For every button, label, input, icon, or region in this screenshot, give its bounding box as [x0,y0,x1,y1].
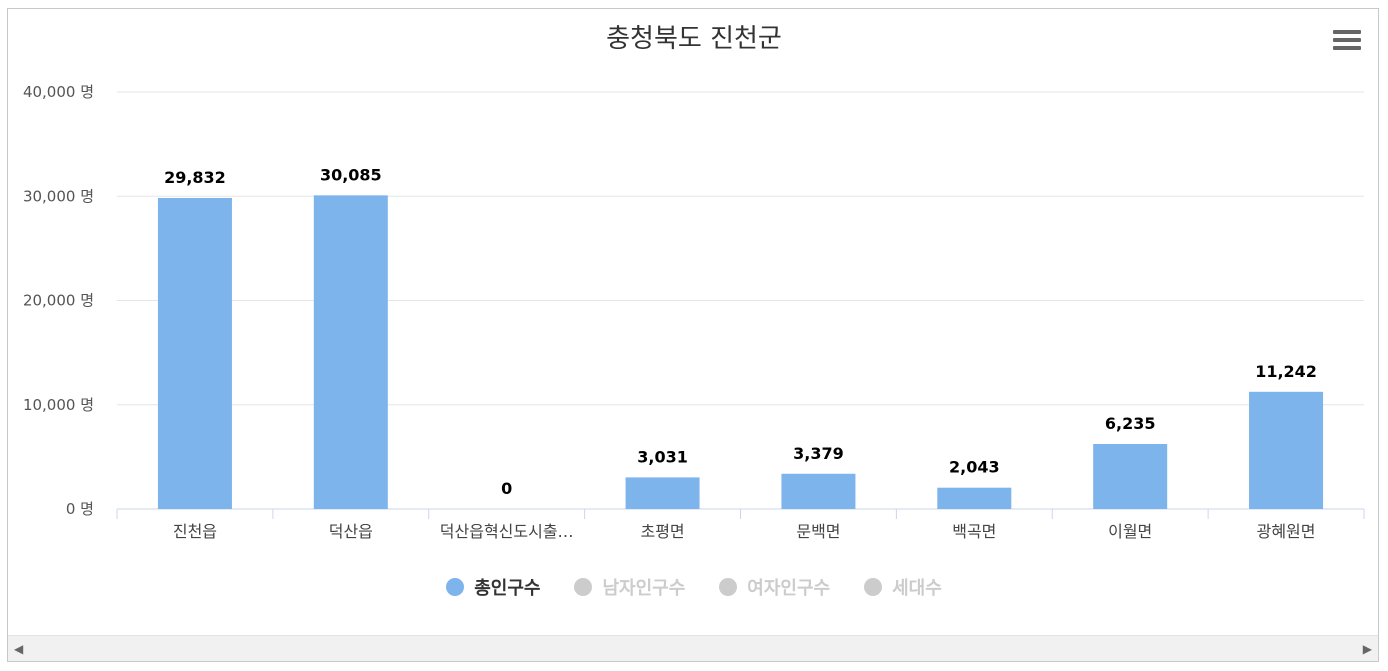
legend-marker [446,578,465,596]
legend-label: 남자인구수 [602,578,686,599]
bar[interactable] [625,477,700,509]
x-tick-label: 문백면 [796,522,840,541]
legend-marker [719,578,738,596]
x-tick-label: 덕산읍혁신도시출… [440,522,574,541]
bar[interactable] [313,195,388,509]
chart-container [7,8,1379,662]
menu-bar [1333,30,1361,34]
menu-bar [1333,38,1361,42]
data-label: 3,031 [637,447,688,466]
bar[interactable] [1249,391,1324,509]
legend-label: 여자인구수 [747,578,831,599]
x-tick-label: 광혜원면 [1257,522,1316,541]
x-tick-label: 백곡면 [952,522,996,541]
bar[interactable] [781,473,856,509]
x-tick-label: 진천읍 [173,522,217,541]
y-tick-label: 0 명 [66,500,94,518]
chart-title: 충청북도 진천군 [606,24,782,54]
bar[interactable] [937,487,1012,509]
y-tick-label: 20,000 명 [23,292,94,310]
hamburger-menu-icon[interactable] [1333,30,1361,56]
horizontal-scrollbar[interactable]: ◀ ▶ [8,635,1378,661]
legend-label: 총인구수 [474,578,541,599]
legend-item[interactable]: 여자인구수 [719,574,830,600]
legend-marker [574,578,593,596]
data-label: 2,043 [949,458,1000,477]
y-tick-label: 10,000 명 [23,396,94,414]
y-tick-label: 30,000 명 [23,187,94,205]
x-tick-label: 초평면 [640,522,684,541]
y-tick-label: 40,000 명 [23,83,94,101]
bar[interactable] [1093,444,1168,509]
data-label: 3,379 [793,444,844,463]
legend-marker [864,578,883,596]
scroll-right-icon[interactable]: ▶ [1362,642,1372,656]
legend-item[interactable]: 세대수 [864,574,942,600]
legend-item[interactable]: 남자인구수 [574,574,685,600]
x-tick-label: 이월면 [1108,522,1152,541]
data-label: 30,085 [320,165,382,184]
legend-item[interactable]: 총인구수 [446,574,540,600]
legend-label: 세대수 [892,578,942,599]
legend: 총인구수 남자인구수 여자인구수 세대수 [0,573,1388,601]
data-label: 0 [501,479,512,498]
data-label: 29,832 [164,168,226,187]
data-label: 11,242 [1255,362,1317,381]
data-label: 6,235 [1105,414,1156,433]
menu-bar [1333,46,1361,50]
scroll-left-icon[interactable]: ◀ [14,642,24,656]
x-tick-label: 덕산읍 [329,522,373,541]
bar[interactable] [157,198,232,509]
